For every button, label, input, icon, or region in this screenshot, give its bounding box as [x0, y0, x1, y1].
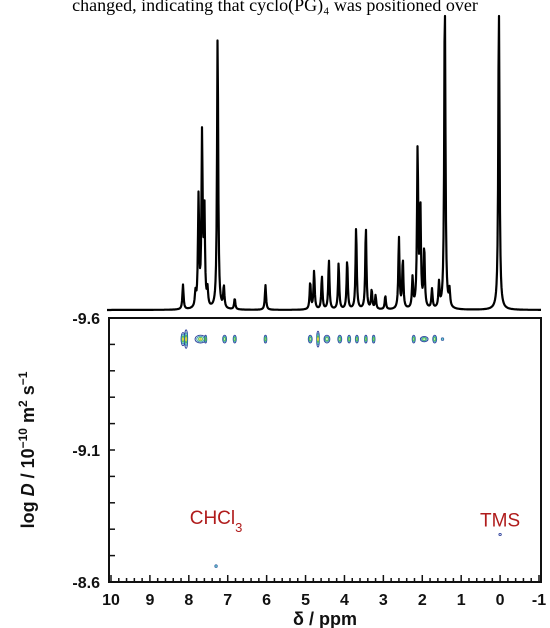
- cross-peak: [337, 334, 343, 344]
- x-tick-label: 6: [262, 592, 271, 609]
- y-axis: -9.6 -9.1 -8.6: [72, 311, 115, 592]
- cross-peak: [364, 334, 368, 344]
- y-tick-label: -9.1: [72, 443, 100, 460]
- cross-peak: [316, 330, 320, 348]
- cross-peak: [440, 337, 445, 341]
- x-tick-label: 5: [301, 592, 310, 609]
- plot-frame: [108, 317, 542, 583]
- cross-peak: [498, 533, 502, 536]
- cross-peak: [232, 334, 237, 344]
- x-tick-label: 2: [418, 592, 427, 609]
- x-tick-label: 3: [379, 592, 388, 609]
- x-tick-label: 0: [496, 592, 505, 609]
- x-axis-label: δ / ppm: [293, 609, 357, 628]
- cross-peak: [214, 564, 218, 568]
- nmr-spectrum: [106, 14, 542, 312]
- x-tick-label: 7: [223, 592, 232, 609]
- annotation-label: CHCl3: [190, 508, 243, 535]
- x-tick-label: -1: [532, 592, 546, 609]
- y-axis-label: log D / 10−10 m2 s−1: [16, 371, 38, 528]
- caption-text: changed, indicating that cyclo(PG)₄ was …: [72, 0, 478, 15]
- cross-peak: [347, 334, 352, 344]
- spectrum-trace: [106, 14, 542, 312]
- cross-peak: [203, 334, 208, 344]
- cross-peak: [307, 334, 313, 344]
- x-tick-label: 1: [457, 592, 466, 609]
- cross-peak: [419, 336, 429, 343]
- annotation-label: TMS: [480, 510, 520, 531]
- x-tick-label: 10: [102, 592, 120, 609]
- cross-peak: [411, 334, 416, 344]
- x-axis: 10 9 8 7 6 5 4 3 2 1 0 -1: [102, 575, 546, 609]
- cross-peak: [263, 334, 268, 344]
- cross-peak: [222, 334, 228, 344]
- x-tick-label: 4: [340, 592, 349, 609]
- cross-peak: [323, 334, 331, 344]
- x-tick-label: 9: [145, 592, 154, 609]
- cross-peak: [432, 334, 438, 344]
- cross-peak: [354, 334, 359, 344]
- cross-peak: [184, 329, 189, 349]
- y-tick-label: -8.6: [72, 575, 100, 592]
- annotations: CHCl3 TMS: [190, 508, 520, 535]
- cross-peak: [371, 334, 376, 344]
- y-tick-label: -9.6: [72, 311, 100, 328]
- cross-peaks: [180, 329, 502, 568]
- x-tick-label: 8: [184, 592, 193, 609]
